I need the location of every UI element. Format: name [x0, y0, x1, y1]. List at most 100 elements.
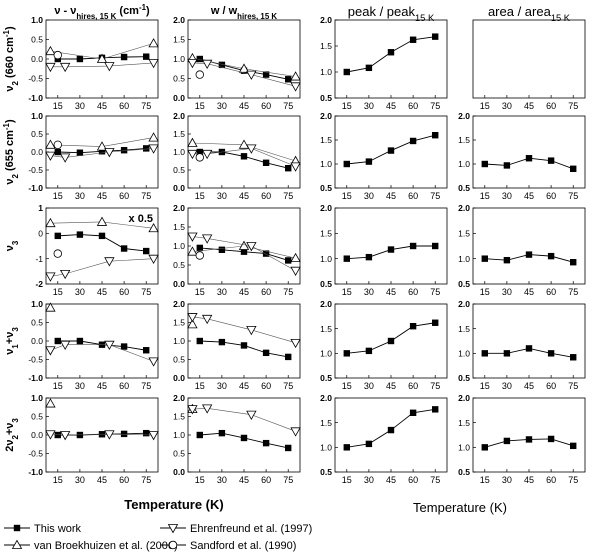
x-tick-label: 60 — [408, 287, 418, 297]
y-tick-label: 1.0 — [173, 147, 185, 157]
marker-down-triangle — [45, 346, 56, 356]
column-title-4: area / area15 K — [488, 4, 571, 23]
x-axis-label-right: Temperature (K) — [413, 500, 507, 515]
y-tick-label: 2.0 — [173, 299, 185, 309]
marker-square — [285, 353, 292, 361]
y-tick-label: 0.5 — [458, 467, 470, 477]
marker-down-triangle — [148, 254, 159, 264]
x-tick-label: 60 — [261, 191, 271, 201]
x-tick-label: 45 — [524, 381, 534, 391]
marker-square — [525, 251, 533, 258]
marker-square — [547, 350, 555, 357]
y-tick-label: 1.0 — [173, 54, 185, 64]
y-tick-label: -1.0 — [28, 373, 43, 383]
y-tick-label: 2.0 — [320, 299, 332, 309]
x-tick-label: 30 — [75, 101, 85, 111]
marker-square — [196, 337, 203, 345]
panel-frame — [472, 115, 586, 189]
marker-square — [143, 347, 150, 354]
marker-square — [218, 429, 226, 437]
x-tick-label: 45 — [386, 287, 396, 297]
y-tick-label: -0.5 — [28, 74, 43, 84]
x-tick-label: 30 — [502, 381, 512, 391]
marker-down-triangle — [246, 325, 257, 336]
x-tick-label: 15 — [53, 287, 63, 297]
x-tick-label: 75 — [283, 287, 293, 297]
y-tick-label: 0.0 — [31, 147, 43, 157]
series-filled-square — [343, 132, 439, 168]
marker-square — [285, 257, 292, 264]
x-tick-label: 45 — [239, 287, 249, 297]
marker-square — [387, 337, 395, 345]
x-tick-label: 45 — [239, 191, 249, 201]
x-tick-label: 60 — [119, 381, 129, 391]
marker-square — [218, 338, 226, 346]
x-tick-label: 15 — [342, 287, 352, 297]
marker-square — [262, 439, 270, 447]
x-tick-label: 15 — [195, 101, 205, 111]
y-tick-label: 0.0 — [31, 54, 43, 64]
x-tick-label: 45 — [524, 475, 534, 485]
x-tick-label: 75 — [283, 191, 293, 201]
marker-square — [196, 244, 203, 252]
y-tick-label: 0.0 — [173, 183, 185, 193]
panel-nu1nu3_area: 15 30 45 60 75 0.5 1.0 1.5 2.0 — [458, 299, 586, 391]
marker-square — [262, 349, 270, 357]
y-tick-label: 0.5 — [320, 467, 332, 477]
series-open-circle — [53, 140, 62, 149]
x-tick-label: 30 — [364, 381, 374, 391]
marker-square — [409, 242, 417, 250]
series-up-triangle — [187, 240, 301, 263]
y-tick-label: 2.0 — [320, 393, 332, 403]
x-tick-label: 45 — [97, 287, 107, 297]
marker-square — [143, 145, 150, 152]
marker-square — [343, 68, 350, 76]
marker-square — [120, 430, 128, 438]
marker-down-triangle — [187, 59, 198, 69]
y-tick-label: 2.0 — [320, 15, 332, 25]
panel-frame — [472, 303, 586, 379]
series-filled-square — [481, 435, 577, 451]
marker-square — [432, 33, 439, 40]
column-title-3: peak / peak15 K — [348, 4, 435, 23]
x-tick-label: 75 — [430, 381, 440, 391]
marker-down-triangle — [187, 313, 198, 323]
x-tick-label: 75 — [141, 287, 151, 297]
marker-up-triangle — [238, 63, 250, 73]
marker-square — [343, 255, 350, 262]
panel-nu2_660_width: 15 30 45 60 75 0.0 0.5 1.0 1.5 2.0 — [173, 15, 301, 111]
x-tick-label: 15 — [195, 381, 205, 391]
x-tick-label: 60 — [408, 101, 418, 111]
x-tick-label: 75 — [141, 475, 151, 485]
x-tick-label: 60 — [119, 101, 129, 111]
x-tick-label: 45 — [386, 475, 396, 485]
x-tick-label: 75 — [430, 287, 440, 297]
series-down-triangle — [187, 404, 301, 437]
marker-square — [285, 444, 292, 452]
marker-down-triangle — [290, 427, 301, 437]
y-tick-label: 2.0 — [458, 393, 470, 403]
scale-annotation: x 0.5 — [129, 213, 153, 225]
x-tick-label: 75 — [430, 475, 440, 485]
x-tick-label: 60 — [119, 475, 129, 485]
marker-square — [120, 245, 128, 252]
marker-square — [387, 246, 395, 253]
y-tick-label: -0.5 — [28, 165, 43, 175]
x-tick-label: 30 — [502, 101, 512, 111]
panel-2nu2nu3_area: 15 30 45 60 75 0.5 1.0 1.5 2.0 — [458, 393, 586, 485]
marker-square — [54, 337, 61, 345]
x-tick-label: 60 — [261, 475, 271, 485]
x-tick-label: 60 — [408, 475, 418, 485]
series-line — [50, 62, 154, 68]
y-tick-label: 0.5 — [173, 355, 185, 365]
y-tick-label: 1.5 — [458, 135, 470, 145]
y-tick-label: -1.0 — [28, 183, 43, 193]
legend-item-up-triangle: van Broekhuizen et al. (2006) — [4, 539, 178, 552]
series-up-triangle — [45, 216, 159, 233]
marker-down-triangle — [187, 232, 198, 242]
y-tick-label: 0.5 — [458, 373, 470, 383]
panel-nu1nu3_peak: 15 30 45 60 75 0.5 1.0 1.5 2.0 — [320, 299, 448, 391]
y-tick-label: 2.0 — [458, 203, 470, 213]
series-filled-square — [54, 231, 150, 255]
x-tick-label: 30 — [75, 287, 85, 297]
